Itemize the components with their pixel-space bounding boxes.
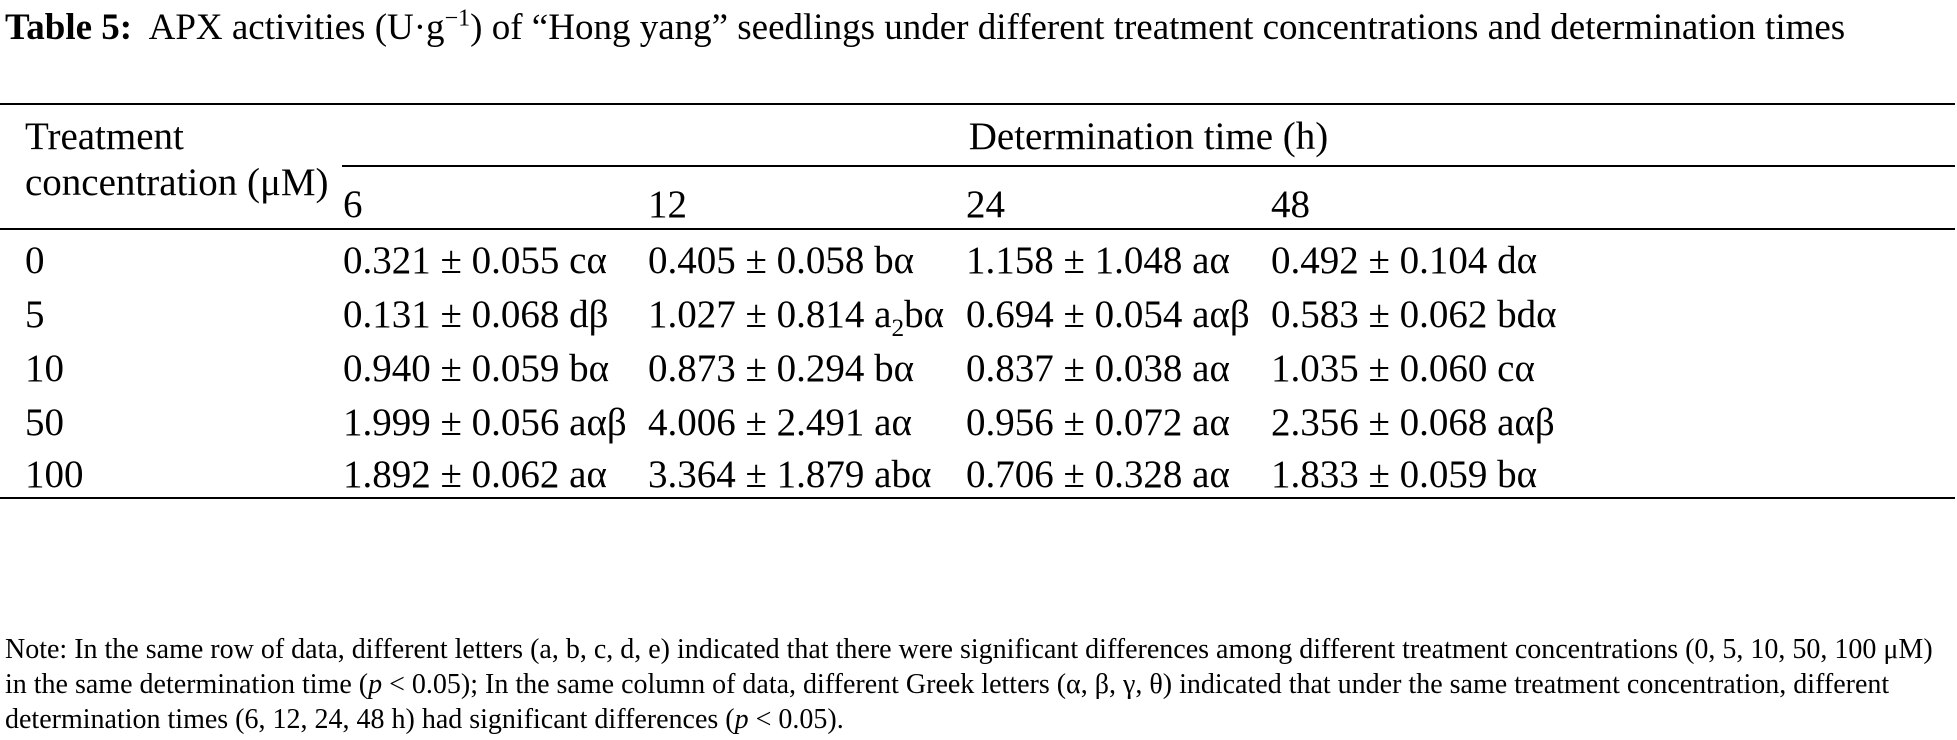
table-cell: 4.006 ± 2.491 aα: [648, 401, 912, 444]
table-cell: 1.035 ± 0.060 cα: [1271, 347, 1535, 390]
column-header-12: 12: [648, 183, 687, 226]
table-row-conc: 10: [25, 347, 64, 390]
table-row-conc: 100: [25, 453, 84, 496]
table-cell: 0.583 ± 0.062 bdα: [1271, 293, 1557, 336]
note-text: < 0.05); In the same column of data, dif…: [5, 669, 1890, 735]
table-cell: 0.956 ± 0.072 aα: [966, 401, 1230, 444]
row-header-line1: Treatment: [25, 115, 184, 158]
table-cell: 1.999 ± 0.056 aαβ: [343, 401, 627, 444]
column-header-6: 6: [343, 183, 363, 226]
caption-text: APX activities (U·g: [148, 7, 445, 48]
caption-superscript: −1: [444, 5, 471, 32]
note-p-italic: p: [368, 669, 383, 700]
table-cell-subscript: 1.027 ± 0.814 a2bα: [648, 292, 945, 340]
group-header-rule: [342, 165, 1955, 167]
subscript: 2: [891, 313, 905, 342]
caption-text-end: ) of “Hong yang” seedlings under differe…: [470, 7, 1846, 48]
table-cell-text: 1.027 ± 0.814 a: [648, 293, 892, 336]
table-cell: 1.833 ± 0.059 bα: [1271, 453, 1538, 496]
table-cell: 1.892 ± 0.062 aα: [343, 453, 607, 496]
table-cell-tail: bα: [904, 293, 945, 336]
column-header-24: 24: [966, 183, 1005, 226]
table-cell: 0.940 ± 0.059 bα: [343, 347, 610, 390]
table-cell: 0.405 ± 0.058 bα: [648, 239, 915, 282]
row-header-line2: concentration (μM): [25, 161, 329, 204]
table-cell: 0.694 ± 0.054 aαβ: [966, 293, 1250, 336]
table-cell: 0.321 ± 0.055 cα: [343, 239, 607, 282]
table-cell: 1.158 ± 1.048 aα: [966, 239, 1230, 282]
top-rule: [0, 103, 1955, 105]
note-text: < 0.05).: [748, 704, 844, 735]
table-cell: 0.837 ± 0.038 aα: [966, 347, 1230, 390]
table-cell: 3.364 ± 1.879 abα: [648, 453, 932, 496]
table-cell: 0.873 ± 0.294 bα: [648, 347, 915, 390]
table-cell: 0.706 ± 0.328 aα: [966, 453, 1230, 496]
note-p-italic: p: [734, 704, 749, 735]
column-header-48: 48: [1271, 183, 1310, 226]
table-cell: 0.492 ± 0.104 dα: [1271, 239, 1538, 282]
table-row-conc: 0: [25, 239, 45, 282]
table-caption: Table 5: APX activities (U·g−1) of “Hong…: [5, 2, 1950, 54]
table-cell: 0.131 ± 0.068 dβ: [343, 293, 609, 336]
bottom-rule: [0, 497, 1955, 499]
table-row-conc: 50: [25, 401, 64, 444]
table-row-conc: 5: [25, 293, 45, 336]
table-note: Note: In the same row of data, different…: [5, 632, 1955, 737]
header-bottom-rule: [0, 228, 1955, 230]
table-cell: 2.356 ± 0.068 aαβ: [1271, 401, 1555, 444]
group-header: Determination time (h): [968, 115, 1329, 158]
table-label: Table 5:: [5, 7, 133, 48]
note-text: Note: In the same row of data, different…: [5, 634, 1933, 700]
